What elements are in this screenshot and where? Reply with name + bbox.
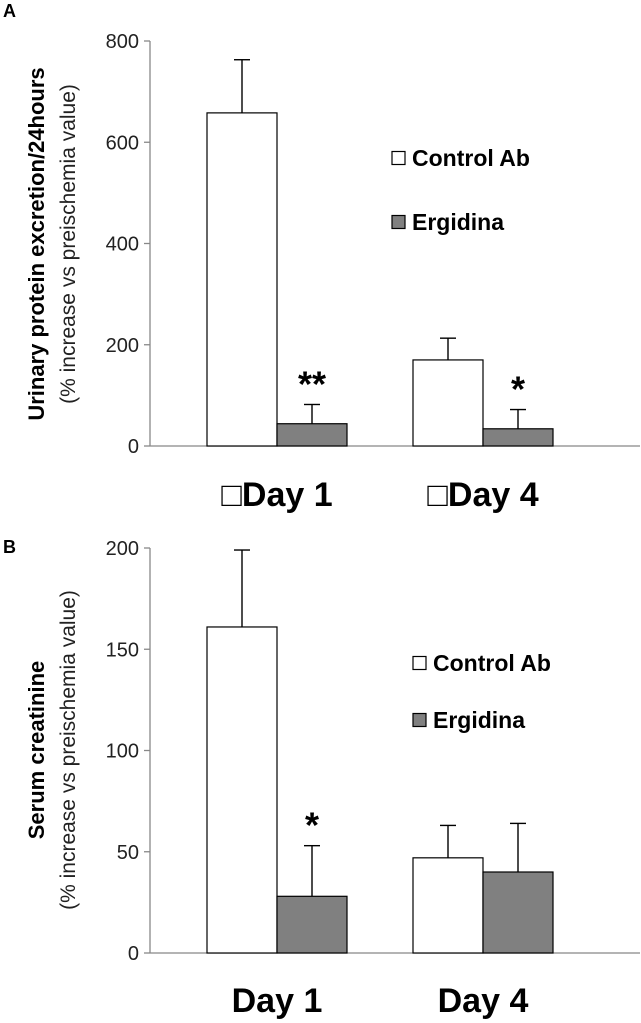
y-axis-subtitle: (% increase vs preischemia value) bbox=[57, 590, 80, 910]
bar-control-ab-2 bbox=[412, 857, 484, 954]
y-axis-subtitle: (% increase vs preischemia value) bbox=[57, 84, 80, 404]
bar-control-ab-1 bbox=[206, 626, 278, 954]
bar-control-ab-2 bbox=[412, 359, 484, 447]
y-tick-label: 800 bbox=[106, 31, 139, 53]
y-tick-label: 400 bbox=[106, 234, 139, 256]
legend-label: Control Ab bbox=[433, 650, 551, 676]
panel-a-chart: A 0 200 400 600 800 Urinary protein excretion/… bbox=[3, 1, 640, 514]
legend-swatch bbox=[412, 655, 427, 671]
legend-label: Control Ab bbox=[412, 145, 530, 171]
panel-label: B bbox=[3, 537, 16, 557]
y-tick-label: 0 bbox=[128, 436, 139, 458]
x-category-label: □Day 1 bbox=[221, 476, 332, 514]
legend-label: Ergidina bbox=[433, 707, 525, 733]
bar-control-ab-1 bbox=[206, 112, 278, 447]
y-axis-title: Urinary protein excretion/24hours bbox=[24, 67, 49, 420]
legend-swatch bbox=[391, 150, 406, 166]
y-tick-label: 200 bbox=[106, 335, 139, 357]
x-category-label: Day 4 bbox=[438, 982, 529, 1020]
bar-ergidina-1 bbox=[276, 423, 348, 447]
legend-label: Ergidina bbox=[412, 209, 504, 235]
y-tick-label: 50 bbox=[117, 842, 139, 864]
y-tick-label: 0 bbox=[128, 943, 139, 965]
y-tick-label: 200 bbox=[106, 538, 139, 560]
significance-mark: * bbox=[511, 369, 525, 410]
y-tick-label: 150 bbox=[106, 639, 139, 661]
panel-b-chart: B 0 50 100 150 200 Serum creatinine (% increase… bbox=[3, 537, 640, 1020]
y-axis-title: Serum creatinine bbox=[24, 661, 49, 840]
legend-swatch bbox=[391, 214, 406, 230]
bar-ergidina-2 bbox=[482, 871, 554, 954]
significance-mark: ** bbox=[298, 363, 326, 404]
x-category-label: □Day 4 bbox=[427, 476, 538, 514]
bar-ergidina-2 bbox=[482, 428, 554, 447]
legend-swatch bbox=[412, 712, 427, 728]
y-tick-label: 600 bbox=[106, 132, 139, 154]
panel-label: A bbox=[3, 1, 16, 21]
significance-mark: * bbox=[305, 805, 319, 846]
x-category-label: Day 1 bbox=[232, 982, 323, 1020]
y-tick-label: 100 bbox=[106, 741, 139, 763]
bar-ergidina-1 bbox=[276, 895, 348, 954]
